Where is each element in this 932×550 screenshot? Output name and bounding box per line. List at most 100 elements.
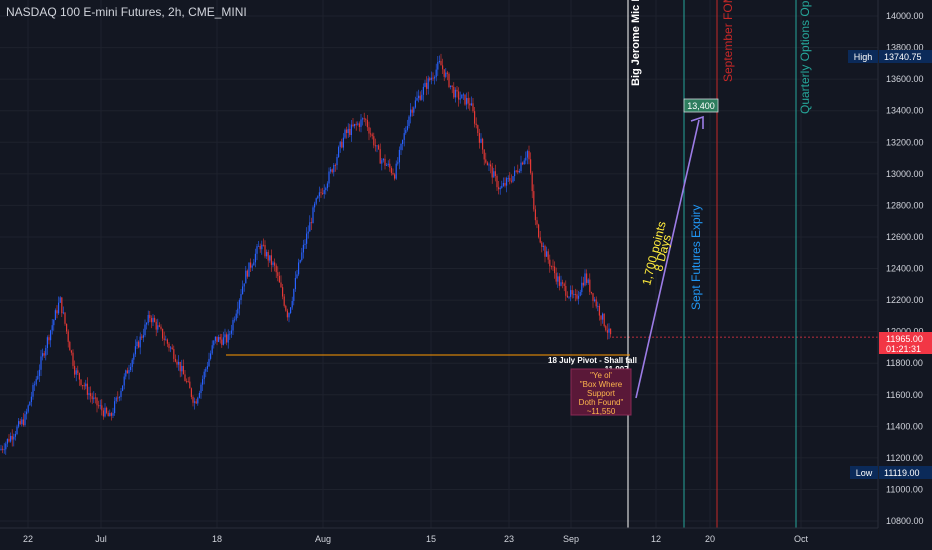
candle-body bbox=[176, 361, 178, 365]
support-box[interactable] bbox=[570, 368, 632, 416]
candle-body bbox=[245, 270, 247, 284]
price-tick-label: 12400.00 bbox=[886, 264, 924, 274]
candle-body bbox=[605, 326, 607, 331]
candle-body bbox=[371, 134, 373, 137]
candle-body bbox=[221, 339, 223, 345]
candle-body bbox=[174, 358, 176, 362]
high-badge-label: High bbox=[854, 52, 873, 62]
candle-body bbox=[202, 379, 204, 385]
candle-body bbox=[530, 159, 532, 173]
candle-body bbox=[314, 203, 316, 208]
candle-body bbox=[466, 98, 468, 105]
candle-body bbox=[568, 296, 570, 298]
grid bbox=[0, 0, 878, 528]
candle-body bbox=[6, 438, 8, 444]
candle-body bbox=[70, 350, 72, 353]
candle-body bbox=[198, 393, 200, 398]
candle-body bbox=[115, 397, 117, 402]
candle-body bbox=[597, 305, 599, 307]
candle-body bbox=[248, 262, 250, 277]
candle-body bbox=[125, 370, 127, 377]
candle-body bbox=[590, 291, 592, 294]
candle-body bbox=[181, 365, 183, 372]
candle-body bbox=[205, 368, 207, 372]
candle-body bbox=[446, 72, 448, 74]
candle-body bbox=[14, 433, 16, 437]
candle-body bbox=[93, 397, 95, 400]
candle-body bbox=[190, 388, 192, 397]
candle-body bbox=[365, 119, 367, 120]
support-box-line-5: ~11,550 bbox=[587, 407, 616, 416]
candle-body bbox=[405, 130, 407, 134]
price-tick-label: 12800.00 bbox=[886, 200, 924, 210]
candle-body bbox=[608, 328, 610, 333]
candle-body bbox=[168, 343, 170, 348]
candle-body bbox=[576, 294, 578, 299]
candle-body bbox=[122, 385, 124, 391]
candle-body bbox=[266, 251, 268, 257]
candle-body bbox=[374, 145, 376, 147]
candle-body bbox=[163, 338, 165, 340]
candle-body bbox=[267, 251, 269, 261]
candle-body bbox=[280, 282, 282, 288]
candle-body bbox=[45, 348, 47, 356]
candle-body bbox=[394, 174, 396, 179]
candle-body bbox=[474, 111, 476, 124]
candle-body bbox=[464, 94, 466, 105]
candle-body bbox=[59, 297, 61, 303]
candle-body bbox=[490, 164, 492, 167]
current-price-badge bbox=[879, 332, 932, 354]
time-tick-labels: 22 Jul 18 Aug 15 23 Sep 12 20 Oct bbox=[23, 534, 809, 544]
candle-body bbox=[16, 426, 18, 434]
candle-body bbox=[458, 91, 460, 100]
candle-body bbox=[496, 175, 498, 188]
candle-body bbox=[187, 381, 189, 383]
time-axis[interactable]: 22 Jul 18 Aug 15 23 Sep 12 20 Oct bbox=[0, 527, 932, 550]
projection-arrow[interactable] bbox=[635, 119, 700, 399]
candle-body bbox=[338, 147, 340, 157]
price-tick-label: 11200.00 bbox=[886, 453, 923, 463]
candle-body bbox=[562, 282, 564, 284]
candle-body bbox=[264, 245, 266, 257]
candle-body bbox=[341, 141, 343, 148]
candle-body bbox=[518, 171, 520, 173]
candle-body bbox=[368, 127, 370, 134]
candle-body bbox=[58, 302, 60, 314]
candle-body bbox=[34, 384, 36, 386]
candle-body bbox=[178, 361, 180, 365]
time-tick-label: 20 bbox=[705, 534, 715, 544]
candle-body bbox=[158, 325, 160, 327]
candle-body bbox=[438, 60, 440, 63]
candle-body bbox=[594, 299, 596, 301]
candle-body bbox=[411, 109, 413, 113]
candle-body bbox=[24, 414, 26, 426]
price-axis[interactable]: 14000.00 13800.00 13600.00 13400.00 13200.00… bbox=[848, 0, 932, 528]
target-box[interactable] bbox=[683, 98, 719, 113]
candle-body bbox=[35, 379, 37, 385]
candle-body bbox=[53, 319, 55, 326]
candle-body bbox=[0, 448, 2, 450]
candle-body bbox=[522, 162, 524, 165]
candle-body bbox=[421, 94, 423, 100]
candle-body bbox=[155, 321, 157, 330]
vline-opex-label: Quarterly Options OpEx bbox=[798, 0, 812, 114]
vline-fomc-label: September FOMC bbox=[721, 0, 735, 82]
candle-body bbox=[395, 163, 397, 179]
candle-body bbox=[238, 299, 240, 309]
candle-body bbox=[386, 165, 388, 166]
candle-body bbox=[96, 397, 98, 406]
candle-body bbox=[162, 328, 164, 339]
candle-body bbox=[501, 185, 503, 188]
candle-body bbox=[77, 370, 79, 374]
candle-body bbox=[387, 163, 389, 166]
candle-body bbox=[600, 315, 602, 320]
candle-body bbox=[256, 246, 258, 254]
candle-body bbox=[304, 243, 306, 245]
candle-body bbox=[69, 341, 71, 351]
candle-body bbox=[408, 116, 410, 127]
candle-body bbox=[427, 78, 429, 89]
candle-body bbox=[515, 170, 517, 172]
candle-body bbox=[606, 330, 608, 333]
candle-body bbox=[107, 412, 109, 417]
